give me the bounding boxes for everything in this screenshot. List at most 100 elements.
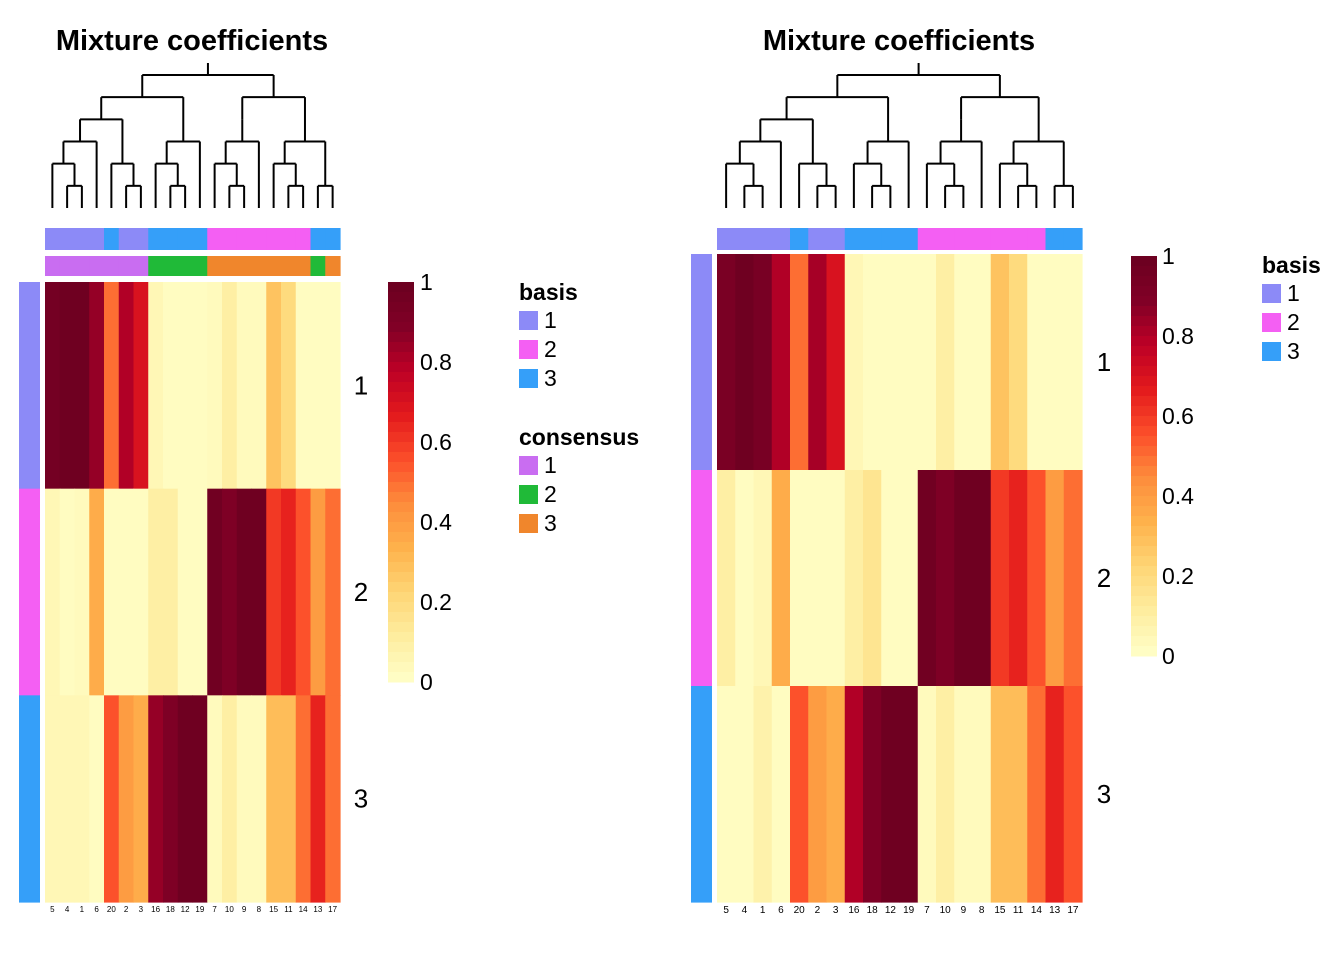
row-annotation-cell bbox=[691, 470, 712, 687]
legend-title: basis bbox=[519, 279, 578, 305]
legend-label: 1 bbox=[544, 452, 557, 478]
heatmap-cell bbox=[207, 488, 223, 696]
heatmap-cell bbox=[45, 695, 61, 903]
colorbar-segment bbox=[1131, 516, 1157, 527]
colorbar-segment bbox=[388, 282, 414, 293]
annotation-cell-basis bbox=[863, 228, 882, 250]
heatmap-cell bbox=[954, 254, 974, 471]
annotation-cell-basis bbox=[1027, 228, 1047, 250]
column-dendrogram bbox=[51, 63, 334, 208]
annotation-cell-basis bbox=[266, 228, 282, 250]
heatmap-cell bbox=[936, 470, 955, 687]
column-label: 3 bbox=[139, 905, 144, 914]
colorbar-segment bbox=[1131, 386, 1157, 397]
colorbar-segment bbox=[1131, 436, 1157, 447]
legend-label: 3 bbox=[544, 510, 557, 536]
column-label: 10 bbox=[940, 905, 952, 916]
heatmap-cell bbox=[1063, 254, 1083, 471]
heatmap-cell bbox=[735, 254, 755, 471]
annotation-cell-consensus bbox=[236, 256, 253, 276]
annotation-cell-basis bbox=[281, 228, 297, 250]
column-label: 4 bbox=[742, 905, 748, 916]
annotation-cell-consensus bbox=[118, 256, 135, 276]
colorbar-segment bbox=[1131, 466, 1157, 477]
heatmap-cell bbox=[192, 488, 208, 696]
heatmap-cell bbox=[826, 686, 846, 903]
column-label: 3 bbox=[833, 905, 839, 916]
heatmap-cell bbox=[717, 254, 736, 471]
annotation-cell-consensus bbox=[295, 256, 312, 276]
colorbar-segment bbox=[388, 412, 414, 423]
annotation-cell-basis bbox=[74, 228, 90, 250]
heatmap-cell bbox=[1027, 686, 1047, 903]
colorbar-segment bbox=[388, 542, 414, 553]
column-label: 11 bbox=[1013, 905, 1024, 916]
heatmap-cell bbox=[163, 488, 179, 696]
colorbar-segment bbox=[388, 372, 414, 383]
annotation-cell-consensus bbox=[148, 256, 164, 276]
heatmap-cell bbox=[753, 470, 773, 687]
column-label: 12 bbox=[181, 905, 190, 914]
colorbar-segment bbox=[1131, 636, 1157, 647]
column-label: 13 bbox=[313, 905, 322, 914]
heatmap-cell bbox=[1063, 470, 1083, 687]
heatmap-cell bbox=[148, 488, 164, 696]
colorbar-segment bbox=[1131, 606, 1157, 617]
colorbar-segment bbox=[388, 312, 414, 323]
column-label: 8 bbox=[979, 905, 985, 916]
heatmap-cell bbox=[133, 695, 149, 903]
heatmap-cell bbox=[118, 488, 135, 696]
legend-label: 3 bbox=[544, 365, 557, 391]
heatmap-cell bbox=[222, 488, 238, 696]
heatmap-cell bbox=[177, 695, 194, 903]
colorbar-tick-label: 0.8 bbox=[420, 349, 452, 375]
heatmap-cell bbox=[177, 282, 194, 490]
heatmap-cell bbox=[917, 470, 937, 687]
annotation-cell-basis bbox=[251, 228, 267, 250]
colorbar-segment bbox=[388, 502, 414, 513]
heatmap-cell bbox=[771, 686, 791, 903]
heatmap-cell bbox=[236, 282, 253, 490]
heatmap-cell bbox=[45, 488, 61, 696]
heatmap-cell bbox=[917, 254, 937, 471]
colorbar-segment bbox=[1131, 356, 1157, 367]
colorbar-segment bbox=[388, 422, 414, 433]
colorbar-segment bbox=[1131, 616, 1157, 627]
row-annotation-cell bbox=[19, 282, 40, 490]
heatmap-cell bbox=[222, 695, 238, 903]
heatmap-cell bbox=[808, 254, 828, 471]
legend-swatch bbox=[519, 514, 538, 533]
column-label: 19 bbox=[903, 905, 915, 916]
annotation-cell-consensus bbox=[59, 256, 76, 276]
annotation-cell-basis bbox=[1063, 228, 1083, 250]
colorbar-segment bbox=[388, 572, 414, 583]
colorbar-segment bbox=[388, 602, 414, 613]
colorbar-segment bbox=[388, 562, 414, 573]
colorbar-segment bbox=[1131, 546, 1157, 557]
heatmap-cell bbox=[104, 488, 120, 696]
heatmap-cell bbox=[844, 686, 864, 903]
annotation-cell-basis bbox=[222, 228, 238, 250]
annotation-cell-consensus bbox=[89, 256, 105, 276]
heatmap-cell bbox=[1027, 254, 1047, 471]
colorbar-segment bbox=[1131, 376, 1157, 387]
column-label: 1 bbox=[80, 905, 85, 914]
heatmap-cell bbox=[844, 470, 864, 687]
colorbar-segment bbox=[388, 402, 414, 413]
column-label: 14 bbox=[1031, 905, 1043, 916]
heatmap-cell bbox=[133, 488, 149, 696]
legend-swatch bbox=[1262, 342, 1281, 361]
colorbar-segment bbox=[1131, 266, 1157, 277]
column-label: 5 bbox=[723, 905, 729, 916]
row-label: 2 bbox=[354, 577, 368, 607]
colorbar-segment bbox=[1131, 556, 1157, 567]
colorbar-segment bbox=[1131, 536, 1157, 547]
colorbar-segment bbox=[1131, 456, 1157, 467]
colorbar-segment bbox=[1131, 316, 1157, 327]
heatmap-cell bbox=[899, 686, 919, 903]
heatmap-cell bbox=[753, 254, 773, 471]
legend-swatch bbox=[519, 340, 538, 359]
legend-title: consensus bbox=[519, 424, 639, 450]
legend-label: 3 bbox=[1287, 338, 1300, 364]
heatmap-cell bbox=[808, 470, 828, 687]
